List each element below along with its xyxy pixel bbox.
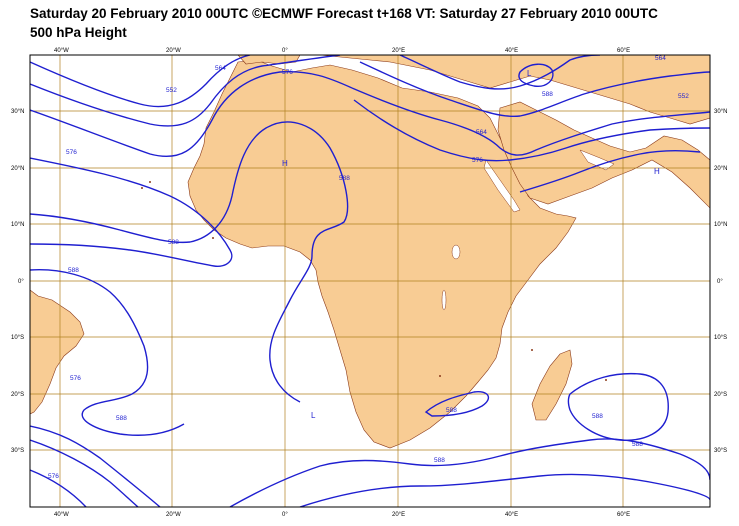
contour-588-madagascar: [567, 372, 669, 441]
contour-588-ne: [519, 149, 701, 193]
lat-tick-label: 20°N: [11, 166, 24, 172]
lat-tick-label: 30°S: [11, 448, 24, 454]
contour-label: 588: [542, 91, 553, 98]
lat-tick-label: 20°S: [714, 392, 727, 398]
contour-576-sw: [30, 425, 161, 507]
island: [531, 349, 533, 351]
lat-tick-label: 20°S: [11, 392, 24, 398]
contour-label: 588: [434, 457, 445, 464]
contour-low-n: [518, 63, 554, 87]
longitude-ticks-bottom: 40°W 20°W 0° 20°E 40°E 60°E: [54, 512, 630, 518]
lat-tick-label: 30°N: [11, 109, 24, 115]
contour-label: 576: [66, 149, 77, 156]
contour-label: 588: [339, 175, 350, 182]
contour-label: 564: [476, 129, 487, 136]
lat-tick-label: 0°: [717, 279, 723, 285]
lon-tick-label: 60°E: [617, 48, 630, 54]
contour-label: 588: [68, 267, 79, 274]
latitude-ticks-right: 30°N 20°N 10°N 0° 10°S 20°S 30°S: [714, 109, 727, 454]
lat-tick-label: 10°N: [11, 222, 24, 228]
longitude-ticks-top: 40°W 20°W 0° 20°E 40°E 60°E: [54, 48, 630, 54]
persian-gulf: [579, 149, 615, 171]
contour-label: 588: [632, 441, 643, 448]
contour-576-south: [30, 157, 233, 267]
contour-552: [30, 55, 251, 108]
contour-552-north: [359, 61, 710, 118]
contour-564: [30, 55, 341, 127]
lat-tick-label: 10°S: [11, 335, 24, 341]
lon-tick-label: 0°: [282, 512, 288, 518]
contour-label: 588: [446, 407, 457, 414]
lon-tick-label: 0°: [282, 48, 288, 54]
contour-label: 588: [592, 413, 603, 420]
contour-588-west: [30, 268, 185, 436]
island: [149, 181, 151, 183]
contour-label: 576: [48, 473, 59, 480]
map-title: Saturday 20 February 2010 00UTC ©ECMWF F…: [30, 6, 658, 21]
contour-label: 588: [116, 415, 127, 422]
lon-tick-label: 20°W: [166, 512, 181, 518]
contour-564-north: [351, 87, 710, 156]
lon-tick-label: 20°E: [392, 512, 405, 518]
contour-label: 552: [678, 93, 689, 100]
lake: [441, 289, 447, 311]
latitude-ticks-left: 30°N 20°N 10°N 0° 10°S 20°S 30°S: [11, 109, 24, 454]
lon-tick-label: 40°E: [505, 512, 518, 518]
contour-588-south: [229, 438, 710, 507]
contour-label: 576: [472, 157, 483, 164]
island: [212, 237, 214, 239]
low-pressure-center: L: [311, 411, 316, 420]
lat-tick-label: 0°: [18, 279, 24, 285]
contour-label: 576: [282, 69, 293, 76]
contour-label: 552: [166, 87, 177, 94]
contour-label: 588: [168, 239, 179, 246]
lon-tick-label: 20°E: [392, 48, 405, 54]
map-frame: [29, 54, 711, 508]
map-subtitle: 500 hPa Height: [30, 25, 127, 40]
land-south-america: [30, 289, 85, 415]
contour-576-north: [353, 99, 710, 162]
contour-576: [30, 70, 353, 158]
island: [605, 379, 607, 381]
high-pressure-center: H: [654, 167, 660, 176]
lat-tick-label: 30°S: [714, 448, 727, 454]
lon-tick-label: 40°E: [505, 48, 518, 54]
high-pressure-center: H: [282, 159, 288, 168]
height-contours: [30, 55, 710, 507]
contour-label: 564: [655, 55, 666, 62]
lat-tick-label: 10°S: [714, 335, 727, 341]
contour-552-sw: [30, 469, 87, 507]
island: [141, 187, 143, 189]
contour-588-sa: [424, 391, 490, 417]
lon-tick-label: 20°W: [166, 48, 181, 54]
land-madagascar: [531, 349, 573, 421]
lon-tick-label: 40°W: [54, 512, 69, 518]
lat-tick-label: 10°N: [714, 222, 727, 228]
contour-564-sw: [30, 439, 139, 507]
contour-label: 576: [70, 375, 81, 382]
island: [439, 375, 441, 377]
contour-588-ridge: [30, 121, 349, 403]
low-pressure-center: L: [527, 69, 532, 78]
contour-label: 564: [215, 65, 226, 72]
lat-tick-label: 20°N: [714, 166, 727, 172]
contour-540-north: [399, 55, 601, 90]
lon-tick-label: 40°W: [54, 48, 69, 54]
contour-576-south-2: [299, 473, 710, 507]
lat-tick-label: 30°N: [714, 109, 727, 115]
lon-tick-label: 60°E: [617, 512, 630, 518]
lake: [451, 244, 461, 260]
contour-labels: 552 564 576 588 552 564 576 564 576 588 …: [48, 55, 689, 480]
